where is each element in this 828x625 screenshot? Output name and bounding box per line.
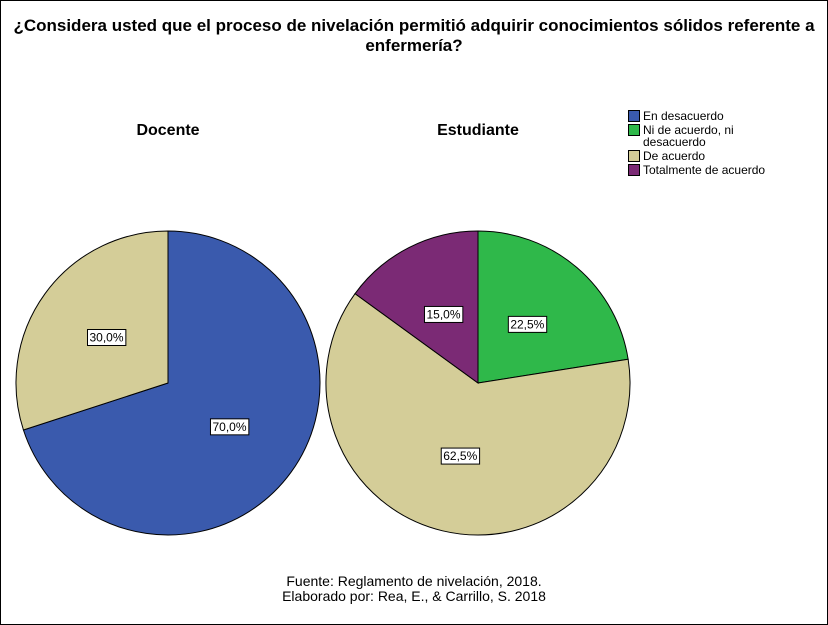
- pie-title: Docente: [136, 122, 199, 139]
- caption-line: Elaborado por: Rea, E., & Carrillo, S. 2…: [282, 588, 546, 604]
- data-label-box: [507, 315, 548, 333]
- legend-swatch: [628, 164, 640, 176]
- data-label-box: [86, 329, 127, 347]
- data-label-text: 15,0%: [426, 307, 460, 321]
- legend-label: De acuerdo: [643, 149, 706, 163]
- pie-title: Estudiante: [437, 122, 519, 139]
- legend-label: Ni de acuerdo, ni desacuerdo: [643, 123, 734, 149]
- legend-item: En desacuerdo: [628, 110, 798, 122]
- data-label-box: [440, 447, 481, 465]
- data-label-box: [423, 305, 464, 323]
- data-label: 15,0%: [423, 305, 464, 323]
- data-label-box: [209, 418, 250, 436]
- legend-swatch: [628, 150, 640, 162]
- legend-item: Ni de acuerdo, ni desacuerdo: [628, 124, 798, 148]
- pie-slice: [354, 230, 479, 384]
- data-label: 22,5%: [507, 315, 548, 333]
- legend-swatch: [628, 124, 640, 136]
- pie-slice: [477, 230, 629, 384]
- caption: Fuente: Reglamento de nivelación, 2018. …: [0, 574, 828, 604]
- data-label: 70,0%: [209, 418, 250, 436]
- data-label-text: 22,5%: [510, 317, 544, 331]
- legend-item: De acuerdo: [628, 150, 798, 162]
- data-label: 30,0%: [86, 329, 127, 347]
- legend-label: Totalmente de acuerdo: [643, 163, 766, 177]
- legend-swatch: [628, 110, 640, 122]
- legend: En desacuerdo Ni de acuerdo, ni desacuerd…: [628, 110, 798, 178]
- pie-slice: [325, 292, 631, 536]
- legend-item: Totalmente de acuerdo: [628, 164, 798, 176]
- data-label-text: 62,5%: [443, 449, 477, 463]
- chart-title: ¿Considera usted que el proceso de nivel…: [13, 16, 815, 55]
- caption-line: Fuente: Reglamento de nivelación, 2018.: [286, 573, 542, 589]
- legend-label: En desacuerdo: [643, 109, 724, 123]
- data-label: 62,5%: [440, 447, 481, 465]
- pie-slice: [22, 230, 321, 536]
- data-label-text: 30,0%: [89, 331, 123, 345]
- data-label-text: 70,0%: [212, 420, 246, 434]
